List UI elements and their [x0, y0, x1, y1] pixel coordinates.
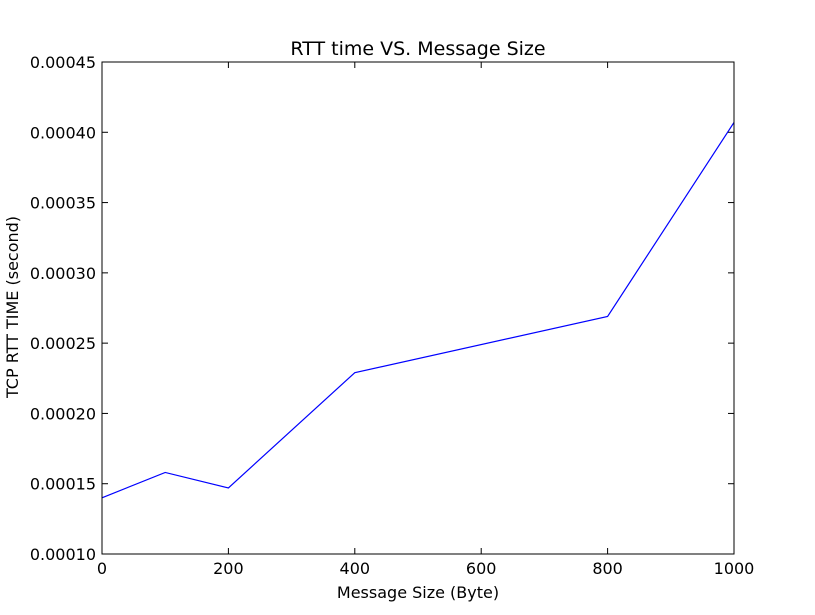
x-tick-label: 800 [592, 559, 623, 578]
y-tick-label: 0.00015 [30, 475, 96, 494]
x-tick-label: 400 [340, 559, 371, 578]
y-tick-label: 0.00020 [30, 404, 96, 423]
x-axis-label: Message Size (Byte) [337, 583, 499, 602]
plot-area: 0 200 400 600 800 1000 0.00010 0.00015 0.00020 0.… [30, 53, 755, 578]
y-tick-label: 0.00025 [30, 334, 96, 353]
x-tick-label: 1000 [714, 559, 755, 578]
x-tick-label: 0 [97, 559, 107, 578]
plot-frame [101, 61, 735, 555]
x-tick-label: 200 [213, 559, 244, 578]
x-tick-label: 600 [466, 559, 497, 578]
chart-title: RTT time VS. Message Size [290, 38, 545, 60]
y-axis-label: TCP RTT TIME (second) [3, 216, 22, 399]
series-line-0 [101, 122, 735, 499]
y-tick-label: 0.00030 [30, 264, 96, 283]
y-tick-label: 0.00035 [30, 194, 96, 213]
y-tick-label: 0.00045 [30, 53, 96, 72]
y-tick-label: 0.00010 [30, 545, 96, 564]
y-tick-label: 0.00040 [30, 123, 96, 142]
